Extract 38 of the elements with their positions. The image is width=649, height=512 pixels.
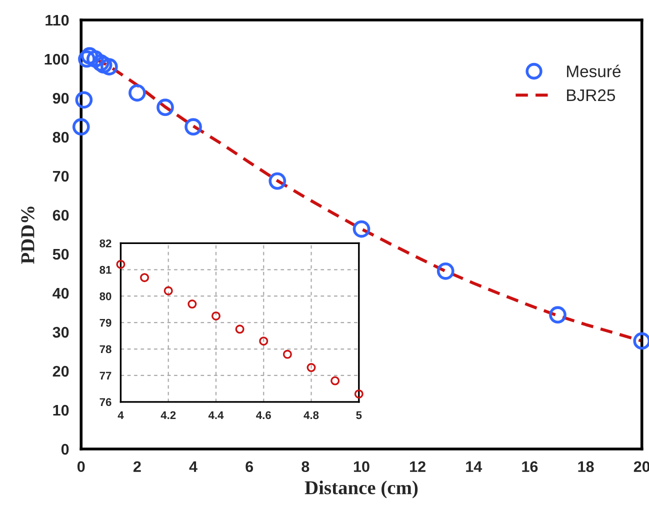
x-tick-label: 4.2	[160, 411, 176, 419]
x-tick-label: 4.8	[304, 411, 319, 420]
x-tick-label: 8	[302, 461, 310, 472]
y-tick-label: 70	[52, 170, 69, 182]
y-tick-label: 81	[100, 266, 112, 274]
y-tick-label: 78	[100, 345, 112, 354]
y-tick-label: 50	[52, 248, 69, 260]
y-tick-label: 79	[100, 318, 112, 327]
x-axis-title: Distance (cm)	[304, 480, 418, 498]
x-tick-label: 18	[578, 461, 594, 472]
y-tick-label: 76	[100, 398, 112, 406]
x-tick-label: 16	[522, 461, 538, 472]
x-tick-label: 4	[189, 461, 198, 472]
y-tick-label: 100	[44, 54, 69, 65]
y-tick-label: 110	[46, 14, 69, 26]
x-tick-label: 5	[356, 411, 362, 420]
legend-label: Mesuré	[567, 64, 621, 78]
y-tick-label: 80	[100, 292, 112, 300]
y-tick-label: 30	[52, 326, 69, 338]
x-tick-label: 0	[77, 461, 85, 472]
x-tick-label: 12	[410, 461, 426, 472]
y-tick-label: 90	[52, 92, 69, 104]
y-tick-label: 0	[61, 444, 69, 455]
y-tick-label: 80	[52, 132, 69, 143]
x-tick-label: 4.4	[208, 411, 224, 419]
x-tick-label: 4.6	[256, 411, 271, 420]
y-tick-label: 20	[52, 366, 69, 377]
x-tick-label: 14	[466, 461, 482, 472]
y-tick-label: 77	[100, 372, 112, 380]
x-tick-label: 4	[118, 411, 124, 419]
x-tick-label: 10	[354, 461, 370, 472]
y-axis-title: PDD%	[21, 206, 34, 264]
y-tick-label: 40	[52, 288, 69, 299]
y-tick-label: 60	[52, 210, 69, 221]
y-tick-label: 82	[100, 239, 112, 248]
x-tick-label: 2	[133, 461, 141, 472]
legend-label: BJR25	[567, 89, 616, 102]
x-tick-label: 6	[246, 461, 254, 472]
